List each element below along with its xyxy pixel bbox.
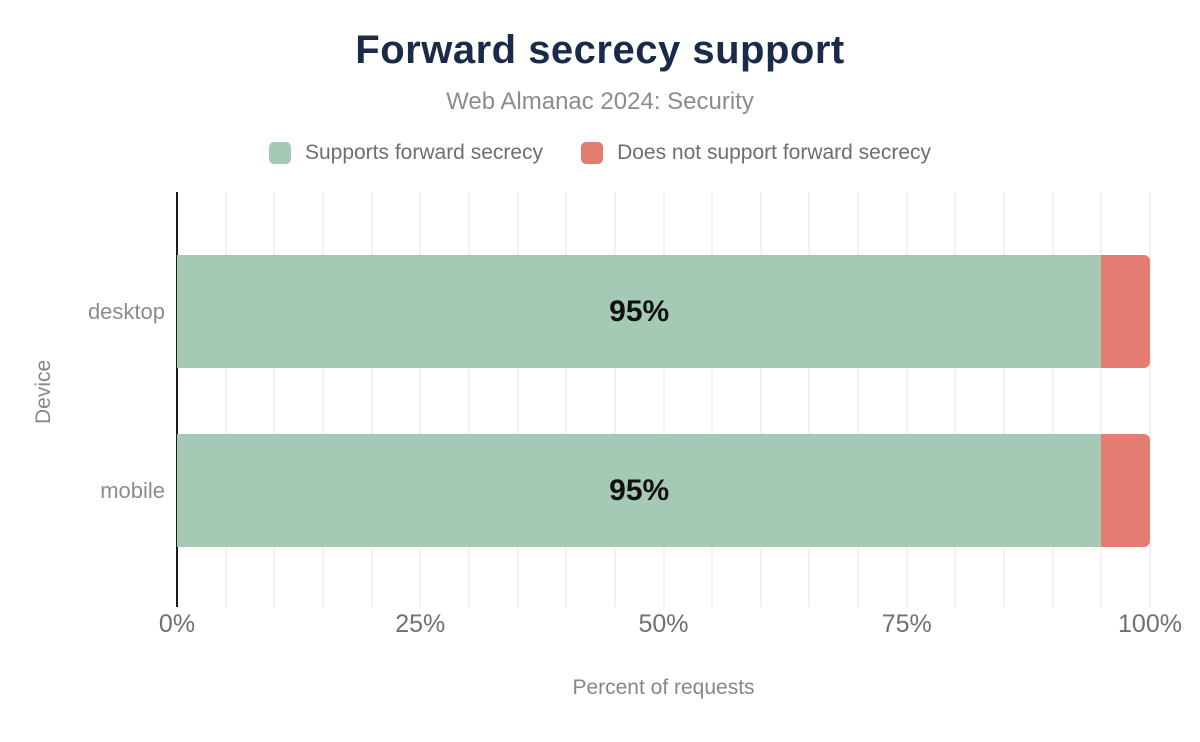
- gridline: [613, 192, 616, 607]
- x-axis-title: Percent of requests: [572, 676, 755, 699]
- chart-subtitle: Web Almanac 2024: Security: [446, 88, 754, 115]
- gridline: [905, 192, 908, 607]
- bar-row-mobile: 95%: [177, 434, 1150, 547]
- y-axis-line: [176, 192, 178, 607]
- bar-row-desktop: 95%: [177, 255, 1150, 368]
- gridline: [273, 192, 276, 607]
- category-label-mobile: mobile: [100, 477, 165, 503]
- x-tick-label: 75%: [881, 610, 932, 638]
- gridline: [370, 192, 373, 607]
- legend: Supports forward secrecy Does not support…: [0, 141, 1200, 165]
- legend-item: Supports forward secrecy: [268, 141, 544, 165]
- gridline: [954, 192, 957, 607]
- bar-segment-mobile-0[interactable]: [177, 434, 1102, 547]
- legend-label: Does not support forward secrecy: [617, 141, 932, 164]
- gridline: [467, 192, 470, 607]
- gridline: [662, 192, 665, 607]
- legend-swatch-icon: [268, 142, 291, 164]
- gridline: [565, 192, 568, 607]
- x-tick-label: 100%: [1118, 610, 1182, 638]
- legend-swatch-icon: [581, 142, 604, 164]
- gridline: [759, 192, 762, 607]
- gridline: [224, 192, 227, 607]
- bar-segment-desktop-0[interactable]: [177, 255, 1102, 368]
- gridline: [419, 192, 422, 607]
- legend-label: Supports forward secrecy: [304, 141, 544, 164]
- chart-title: Forward secrecy support: [355, 28, 845, 72]
- gridline: [516, 192, 519, 607]
- y-axis-title: Device: [32, 359, 56, 424]
- bar-segment-mobile-1[interactable]: [1101, 434, 1150, 547]
- x-tick-label: 0%: [158, 610, 196, 638]
- bar-segment-desktop-1[interactable]: [1101, 255, 1150, 368]
- gridline: [1149, 192, 1151, 607]
- gridline: [711, 192, 714, 607]
- gridline: [1003, 192, 1006, 607]
- gridline: [808, 192, 811, 607]
- x-tick-label: 50%: [638, 610, 689, 638]
- gridline: [1051, 192, 1054, 607]
- gridline: [321, 192, 324, 607]
- x-tick-label: 25%: [395, 610, 446, 638]
- plot-area: 95% 95%: [176, 192, 1151, 607]
- legend-item: Does not support forward secrecy: [581, 141, 931, 165]
- gridline: [857, 192, 860, 607]
- category-label-desktop: desktop: [87, 298, 165, 324]
- gridline: [1100, 192, 1103, 607]
